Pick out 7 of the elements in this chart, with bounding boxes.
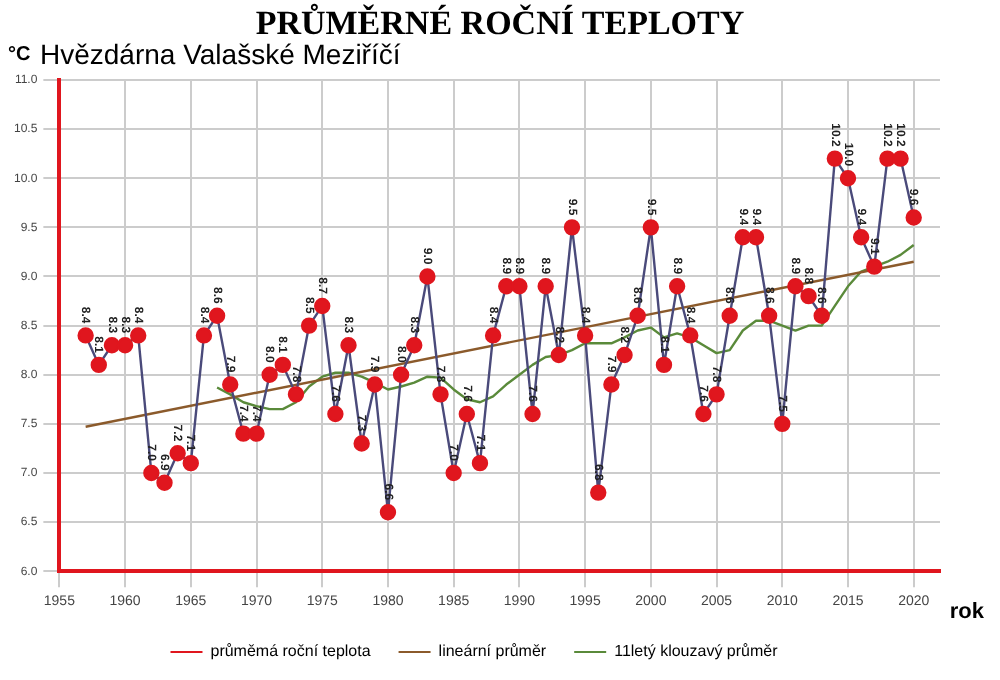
y-axis-title: °C: [8, 44, 31, 66]
legend-label: 11letý klouzavý průměr: [614, 642, 779, 661]
legend-label: lineární průměr: [438, 642, 547, 661]
chart-title: PRŮMĚRNÉ ROČNÍ TEPLOTY: [253, 4, 747, 43]
chart-subtitle: Hvězdárna Valašské Meziříčí: [40, 38, 401, 70]
legend-label: průměmá roční teplota: [210, 642, 372, 661]
x-axis-title: rok: [949, 600, 984, 624]
